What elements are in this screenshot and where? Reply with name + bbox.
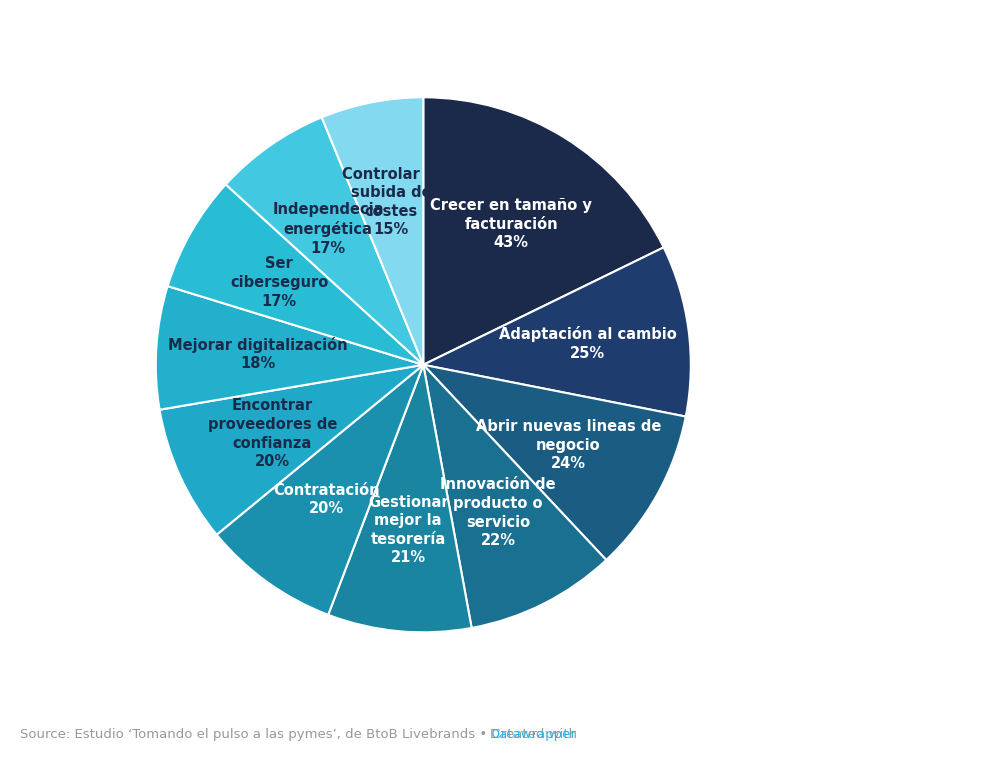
Text: Encontrar
proveedores de
confianza
20%: Encontrar proveedores de confianza 20% [208, 398, 337, 469]
Text: Gestionar
mejor la
tesorería
21%: Gestionar mejor la tesorería 21% [368, 495, 448, 565]
Text: Innovación de
producto o
servicio
22%: Innovación de producto o servicio 22% [440, 477, 556, 548]
Text: Adaptación al cambio
25%: Adaptación al cambio 25% [499, 326, 676, 361]
Wedge shape [423, 248, 691, 416]
Wedge shape [159, 365, 423, 535]
Wedge shape [423, 365, 607, 628]
Text: Mejorar digitalización
18%: Mejorar digitalización 18% [168, 337, 348, 372]
Wedge shape [329, 365, 472, 632]
Text: Controlar la
subida de
costes
15%: Controlar la subida de costes 15% [343, 166, 440, 237]
Text: Ser
ciberseguro
17%: Ser ciberseguro 17% [230, 256, 329, 309]
Wedge shape [217, 365, 423, 615]
Wedge shape [423, 97, 663, 365]
Text: Datawrapper: Datawrapper [490, 728, 577, 741]
Text: Abrir nuevas lineas de
negocio
24%: Abrir nuevas lineas de negocio 24% [476, 419, 661, 471]
Text: Independecia
energética
17%: Independecia energética 17% [273, 202, 384, 255]
Wedge shape [167, 185, 423, 365]
Wedge shape [226, 117, 423, 365]
Text: Crecer en tamaño y
facturación
43%: Crecer en tamaño y facturación 43% [430, 198, 592, 250]
Text: Source: Estudio ‘Tomando el pulso a las pymes’, de BtoB Livebrands • Created wit: Source: Estudio ‘Tomando el pulso a las … [20, 728, 582, 741]
Wedge shape [322, 97, 423, 365]
Text: Contratación
20%: Contratación 20% [273, 483, 379, 516]
Wedge shape [423, 365, 686, 560]
Wedge shape [155, 286, 423, 410]
